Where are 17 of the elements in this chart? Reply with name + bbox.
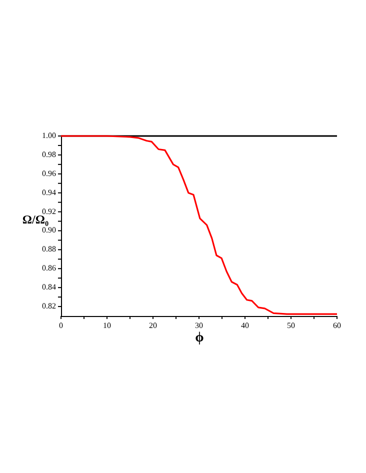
x-tick-label: 60 — [333, 321, 341, 330]
x-tick-label: 0 — [59, 321, 63, 330]
x-tick-label: 50 — [287, 321, 295, 330]
y-tick-label: 0.88 — [42, 244, 56, 254]
x-tick-label: 10 — [103, 321, 111, 330]
y-tick-label: 0.94 — [42, 188, 56, 197]
y-tick-label: 0.86 — [42, 264, 56, 273]
x-tick-label: 20 — [149, 321, 157, 330]
y-tick-label: 0.98 — [42, 150, 56, 159]
x-tick-label: 30 — [195, 321, 203, 330]
y-tick-label: 0.84 — [42, 282, 56, 292]
y-tick-label: 0.82 — [42, 302, 56, 311]
x-axis-title: ϕ — [195, 330, 204, 346]
y-tick-label: 0.96 — [42, 168, 56, 178]
y-tick-label: 0.90 — [42, 226, 56, 235]
x-tick-label: 40 — [241, 321, 249, 330]
y-tick-label: 1.00 — [42, 131, 56, 140]
